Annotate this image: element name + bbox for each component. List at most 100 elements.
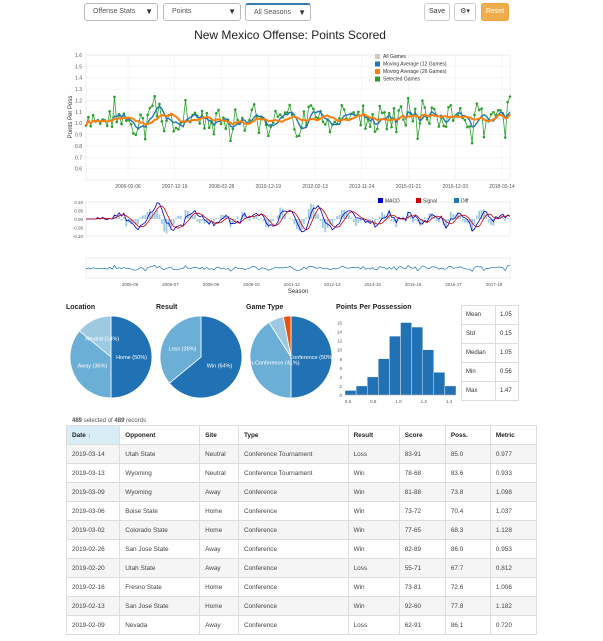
- pie-label: Non-Conference (41%): [243, 361, 300, 367]
- pie-slice: [69, 330, 112, 399]
- hist-bar: [378, 358, 390, 396]
- game-point: [404, 123, 408, 127]
- game-point: [411, 119, 415, 123]
- season-select-label: All Seasons: [254, 9, 291, 16]
- brush-x-tick: 2006-07: [162, 282, 179, 287]
- game-point: [447, 105, 450, 109]
- table-cell: Win: [347, 539, 400, 559]
- legend-label: Moving Average (12 Games): [383, 62, 447, 68]
- diff-bar: [452, 214, 455, 219]
- table-row[interactable]: 2019-02-26 San Jose State Away Conference Wi…: [65, 539, 538, 559]
- column-header-opponent[interactable]: Opponent: [119, 425, 201, 445]
- game-point: [482, 135, 486, 139]
- season-select[interactable]: All Seasons ▼: [245, 3, 311, 21]
- x-tick-label: 2012-02-13: [302, 184, 328, 190]
- stats-table: Mean 1.05 Std 0.15 Median 1.05 Min 0.56 Max 1.47: [461, 305, 519, 401]
- x-tick-label: 2007-12-19: [162, 184, 188, 190]
- diff-bar: [428, 213, 431, 219]
- table-row[interactable]: 2019-03-09 Wyoming Away Conference Win 81-88 7…: [65, 482, 538, 502]
- diff-bar: [291, 219, 293, 220]
- diff-bar: [321, 219, 324, 229]
- reset-button[interactable]: Reset: [481, 3, 509, 21]
- column-header-score[interactable]: Score: [398, 425, 446, 445]
- diff-bar: [419, 219, 421, 226]
- column-header-date[interactable]: Date ↓: [65, 425, 121, 445]
- diff-bar: [393, 219, 395, 222]
- game-point: [371, 112, 374, 116]
- game-point: [444, 125, 448, 128]
- game-point: [222, 116, 225, 119]
- game-point: [278, 113, 282, 116]
- game-point: [89, 124, 93, 128]
- stat-select[interactable]: Offense Stats ▼: [84, 3, 158, 21]
- diff-bar: [267, 219, 270, 229]
- table-row[interactable]: 2019-02-20 Utah State Away Conference Loss 55…: [65, 558, 538, 578]
- table-row[interactable]: 2019-03-14 Utah State Neutral Conference To…: [65, 444, 538, 464]
- column-header-type[interactable]: Type: [238, 425, 349, 445]
- column-header-poss[interactable]: Poss.: [444, 425, 491, 445]
- table-cell: 0.977: [489, 444, 538, 464]
- diff-bar: [374, 219, 376, 225]
- table-row[interactable]: 2019-02-16 Fresno State Home Conference Win 7…: [65, 577, 538, 597]
- table-cell: Home: [199, 501, 239, 521]
- game-point: [376, 127, 379, 131]
- diff-bar: [504, 219, 507, 222]
- diff-bar: [170, 219, 173, 229]
- diff-bar: [248, 219, 251, 221]
- game-point: [160, 120, 164, 123]
- table-cell: 73.8: [444, 482, 491, 502]
- table-row[interactable]: 2019-02-13 San Jose State Home Conference Wi…: [65, 596, 538, 616]
- diff-bar: [120, 219, 123, 221]
- x-tick-label: 2008-02-28: [209, 184, 235, 190]
- column-header-result[interactable]: Result: [347, 425, 400, 445]
- game-point: [506, 100, 509, 104]
- game-point: [248, 118, 251, 122]
- game-point: [203, 127, 206, 130]
- game-point: [115, 120, 119, 124]
- table-cell: Conference: [238, 577, 349, 597]
- total-count: 489: [114, 418, 125, 424]
- game-point: [307, 105, 310, 109]
- table-cell: Boise State: [119, 501, 201, 521]
- brush-x-tick: 2009-10: [243, 282, 260, 287]
- moving-average-26-line: [85, 112, 511, 127]
- y-tick-label: 0.6: [75, 167, 82, 173]
- diff-bar: [253, 215, 256, 219]
- hist-x-tick: 0.8: [370, 399, 377, 404]
- game-point: [425, 118, 429, 121]
- column-header-site[interactable]: Site: [199, 425, 239, 445]
- game-point: [184, 98, 187, 102]
- settings-button[interactable]: ⚙▾: [454, 3, 476, 21]
- charts-area[interactable]: 1.6 1.5 1.4 1.3 1.2 1.1 1.0 0.9 0.8 0.7 0.6 2006-02…: [0, 0, 603, 410]
- game-point: [276, 115, 280, 118]
- table-cell: 78-68: [398, 463, 446, 483]
- ppp-chart-title: Points Per Possession: [336, 304, 412, 311]
- table-cell: 85.0: [444, 444, 491, 464]
- table-row[interactable]: 2019-03-06 Boise State Home Conference Win 73…: [65, 501, 538, 521]
- diff-bar: [220, 214, 222, 219]
- game-point: [321, 120, 325, 123]
- column-header-metric[interactable]: Metric: [489, 425, 538, 445]
- legend-swatch: [375, 76, 380, 82]
- table-cell: 2019-03-06: [65, 501, 121, 521]
- table-row[interactable]: 2019-03-13 Wyoming Neutral Conference Tourn…: [65, 463, 538, 483]
- pie-slice: [168, 315, 243, 399]
- table-cell: Away: [199, 558, 239, 578]
- table-cell: 55-71: [398, 558, 446, 578]
- save-button[interactable]: Save: [424, 3, 450, 21]
- game-point: [492, 110, 495, 114]
- game-point: [151, 104, 154, 108]
- game-point: [357, 110, 360, 114]
- pie-label: Conference (50%): [289, 355, 334, 361]
- legend-label: Selected Games: [383, 77, 420, 83]
- table-row[interactable]: 2019-03-02 Colorado State Home Conference Wi…: [65, 520, 538, 540]
- hist-bar: [433, 372, 446, 396]
- metric-select[interactable]: Points ▼: [163, 3, 241, 21]
- game-point: [293, 128, 296, 131]
- y-tick-label: 1.2: [75, 98, 82, 104]
- stat-select-label: Offense Stats: [93, 8, 136, 15]
- diff-bar: [409, 214, 412, 219]
- table-row[interactable]: 2019-02-09 Nevada Away Conference Loss 62-91 8…: [65, 615, 538, 635]
- game-point: [214, 112, 218, 115]
- diff-bar: [407, 211, 410, 219]
